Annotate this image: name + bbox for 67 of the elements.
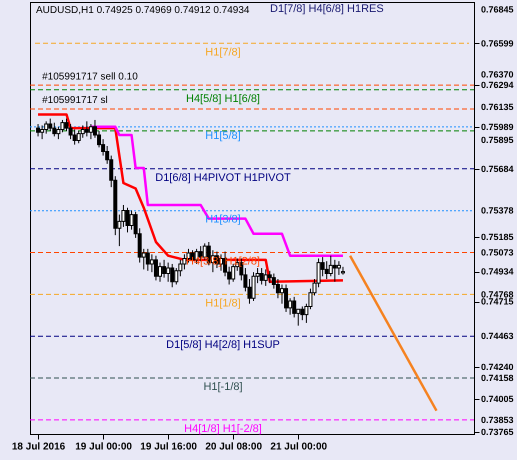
candlestick [332,259,337,282]
ref-line-label: H1[5/8] [205,130,241,142]
y-tick-label: 0.74005 [481,394,514,404]
annotation: D1[7/8] H4[6/8] H1RES [270,3,384,15]
candlestick [158,262,162,282]
y-tick-label: 0.75378 [481,206,514,216]
candlestick [162,259,166,278]
candlestick [324,260,329,280]
candlestick [88,124,93,140]
ref-line-label: H1[1/8] [205,297,241,310]
y-tick-label: 0.74240 [481,362,514,372]
ref-line-label: D1[6/8] H4PIVOT H1PIVOT [155,172,292,184]
ref-line-label: D1[5/8] H4[2/8] H1SUP [166,339,280,352]
y-tick-label: 0.76845 [481,4,514,15]
y-tick-label: 0.74768 [481,289,514,300]
y-tick-label: 0.76599 [481,38,514,48]
candlestick [146,248,150,272]
candlestick [52,122,56,137]
candlestick [252,272,256,302]
ref-line-label: H1[7/8] [205,46,241,58]
candlestick [284,284,288,312]
y-tick-label: 0.76294 [481,80,514,90]
x-tick-label: 19 Jul 16:00 [140,442,198,452]
candlestick [280,284,284,304]
y-tick-label: 0.76370 [481,70,514,80]
candlestick [150,254,154,273]
y-tick-label: 0.73765 [481,426,514,437]
candlestick [166,262,170,282]
line-series [36,113,344,284]
candlestick [264,268,268,286]
y-tick-label: 0.74158 [481,373,514,384]
candlestick [170,263,174,288]
y-tick-label: 0.76135 [481,102,514,112]
y-tick-label: 0.75895 [481,134,514,145]
candlestick [154,255,158,281]
y-tick-label: 0.73853 [481,414,514,425]
ref-line-label: H4[5/8] H1[6/8] [186,92,260,105]
y-tick-label: 0.75073 [481,248,514,258]
candlestick [130,210,134,230]
chart-title: AUDUSD,H1 0.74925 0.74969 0.74912 0.74934 [36,5,250,16]
y-tick-label: 0.75684 [481,164,514,174]
y-tick-label: 0.74463 [481,331,514,342]
candlestick [84,120,89,137]
x-tick-label: 21 Jul 00:00 [270,442,328,452]
x-tick-label: 20 Jul 08:00 [205,442,262,452]
candlestick [36,124,40,137]
y-tick-label: 0.74715 [481,296,514,307]
x-tick-label: 19 Jul 00:00 [75,442,132,452]
y-tick-label: 0.75989 [481,122,514,132]
ref-line-label: H1[-1/8] [203,381,243,394]
y-tick-label: 0.75185 [481,232,514,242]
candlestick [40,124,44,140]
x-tick-label: 18 Jul 2016 [12,442,66,452]
annotation: #105991717 sell 0.10 [42,72,138,83]
line-series [90,126,344,257]
ref-line-label: H4[1/8] H1[-2/8] [184,422,262,435]
candlestick [48,118,52,132]
ref-line-label: H4[3/8] H1[2/8] [186,256,260,268]
annotation: #105991717 sl [42,94,108,106]
candlestick [76,130,81,144]
candlestick [80,124,85,138]
candlestick [336,260,341,276]
candlestick [292,296,296,318]
y-tick-label: 0.74934 [481,266,514,277]
candlestick [260,268,264,286]
candlestick [125,207,130,233]
candlestick [300,306,304,321]
